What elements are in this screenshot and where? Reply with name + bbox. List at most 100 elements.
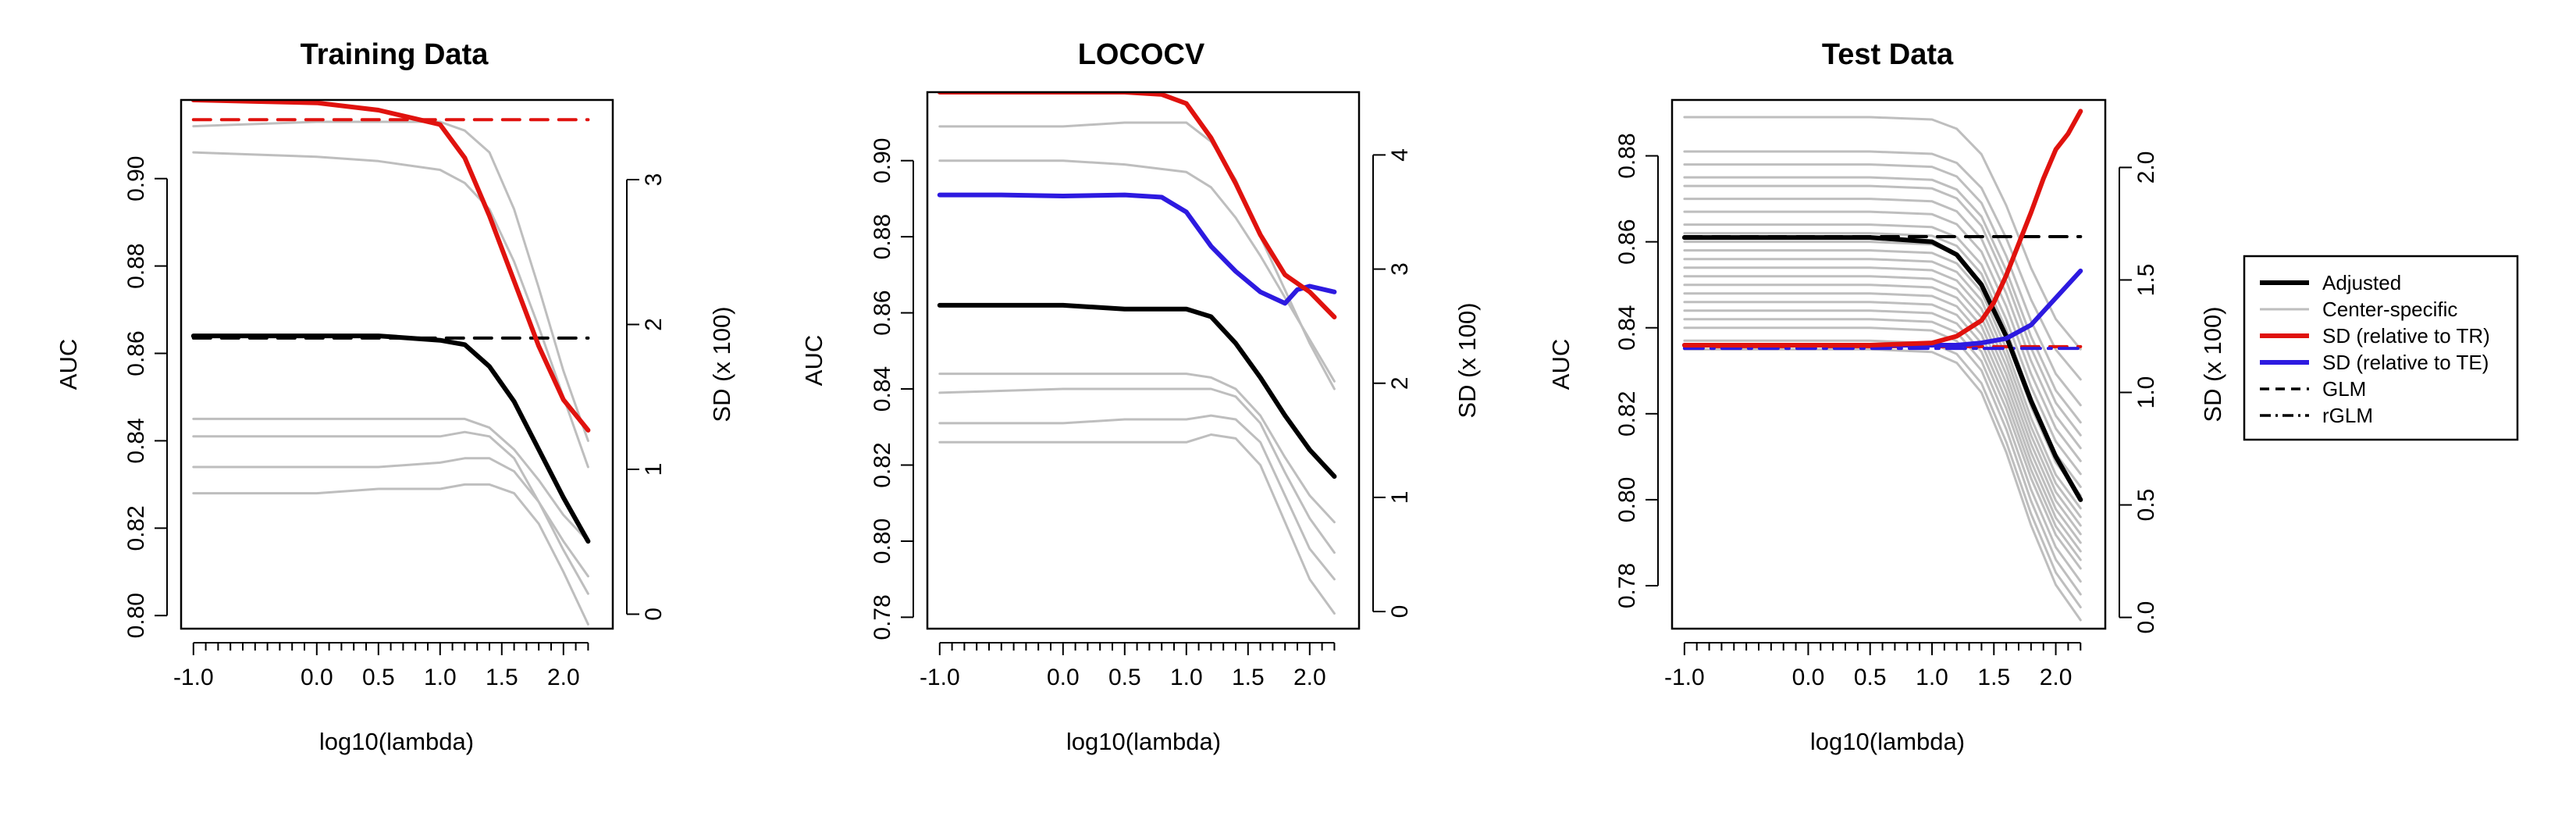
legend-box [2243, 255, 2519, 441]
y-tick-label: 0.88 [1614, 133, 1640, 178]
y2-tick-label: 4 [1387, 148, 1413, 162]
y-axis-left: 0.78 0.80 0.82 0.84 0.86 0.88 0.90 AUC [800, 138, 914, 640]
y-axis-label: AUC [55, 339, 82, 390]
center-specific-line [938, 433, 1336, 615]
y-tick-label: 0.84 [870, 366, 895, 412]
x-tick-label: -1.0 [920, 665, 960, 690]
chart-title: Training Data [301, 38, 489, 71]
y-axis-label: AUC [1547, 339, 1574, 390]
center-specific-line [1683, 249, 2082, 510]
plot-frame [926, 91, 1361, 630]
y-tick-label: 0.88 [870, 214, 895, 259]
x-tick-label: 0.0 [1047, 665, 1080, 690]
center-specific-line [1683, 223, 2082, 476]
sd-relative-to-tr-line [1681, 109, 2083, 348]
y-tick-label: 0.88 [123, 243, 149, 288]
x-tick-label: 1.5 [1977, 665, 2010, 690]
y2-tick-label: 1.0 [2133, 376, 2159, 409]
y-tick-label: 0.80 [870, 519, 895, 564]
x-tick-label: 1.0 [1170, 665, 1203, 690]
center-specific-line [1683, 198, 2082, 450]
y-tick-label: 0.86 [1614, 219, 1640, 264]
center-specific-line [192, 151, 589, 469]
x-tick-label: 1.5 [486, 665, 518, 690]
x-tick-label: 1.0 [424, 665, 457, 690]
y-tick-label: 0.90 [870, 138, 895, 184]
x-tick-label: 0.5 [1854, 665, 1887, 690]
y-tick-label: 0.86 [870, 290, 895, 335]
y2-tick-label: 1.5 [2133, 264, 2159, 297]
adjusted-line [1681, 235, 2083, 502]
legend-label: GLM [2322, 377, 2366, 401]
y2-tick-label: 2 [641, 318, 667, 331]
center-specific-line [1683, 339, 2082, 608]
center-specific-line [1683, 309, 2082, 570]
y-axis-right: 0.0 0.5 1.0 1.5 2.0 SD (x 100) [2119, 152, 2226, 633]
center-specific-line [1683, 258, 2082, 519]
center-specific-line [1683, 184, 2082, 437]
y2-tick-label: 3 [641, 173, 667, 187]
center-specific-line [1683, 150, 2082, 381]
x-axis: -1.0 0.0 0.5 1.0 1.5 2.0 log10(lambda) [920, 642, 1336, 755]
center-specific-line [192, 457, 589, 578]
y-tick-label: 0.82 [123, 505, 149, 551]
y2-tick-label: 1 [1387, 491, 1413, 504]
chart-panel-2: -1.0 0.0 0.5 1.0 1.5 2.0 log10(lambda) 0.78 0.80… [800, 38, 1481, 755]
x-axis: -1.0 0.0 0.5 1.0 1.5 2.0 log10(lambda) [1664, 642, 2082, 755]
y-tick-label: 0.82 [1614, 391, 1640, 437]
x-tick-label: 1.5 [1232, 665, 1265, 690]
y-axis-right: 0 1 2 3 4 SD (x 100) [1372, 148, 1481, 619]
center-specific-line [1683, 116, 2082, 351]
y2-axis-label: SD (x 100) [2199, 306, 2226, 422]
plot-frame [180, 98, 614, 630]
x-axis: -1.0 0.0 0.5 1.0 1.5 2.0 log10(lambda) [173, 642, 589, 755]
y-tick-label: 0.84 [123, 418, 149, 463]
legend-label: Adjusted [2322, 271, 2401, 294]
sd-relative-to-tr-line [937, 92, 1337, 319]
chart-panel-1: -1.0 0.0 0.5 1.0 1.5 2.0 log10(lambda) 0.80 0.82… [55, 38, 735, 755]
y-axis-label: AUC [800, 335, 827, 386]
center-specific-line [1683, 275, 2082, 536]
y2-tick-label: 3 [1387, 262, 1413, 276]
y2-tick-label: 0.5 [2133, 489, 2159, 522]
chart-title: Test Data [1822, 38, 1954, 71]
x-tick-label: 2.0 [1293, 665, 1326, 690]
y2-axis-label: SD (x 100) [708, 306, 735, 422]
y2-tick-label: 0 [1387, 605, 1413, 619]
center-specific-line [1683, 326, 2082, 596]
legend-label: SD (relative to TR) [2322, 324, 2490, 348]
center-specific-line [938, 387, 1336, 554]
plot-area [1681, 109, 2083, 622]
y2-axis-label: SD (x 100) [1453, 302, 1481, 418]
y-tick-label: 0.82 [870, 442, 895, 487]
center-specific-line [192, 483, 589, 626]
center-specific-line [1683, 176, 2082, 424]
center-specific-line [1683, 283, 2082, 544]
y-tick-label: 0.78 [1614, 563, 1640, 608]
center-specific-line [192, 120, 589, 442]
x-axis-label: log10(lambda) [1066, 728, 1221, 755]
x-tick-label: 0.0 [301, 665, 333, 690]
y-tick-label: 0.78 [870, 594, 895, 640]
x-tick-label: 0.5 [1108, 665, 1141, 690]
legend-label: rGLM [2322, 404, 2373, 427]
legend-label: Center-specific [2322, 298, 2457, 321]
x-tick-label: 1.0 [1916, 665, 1948, 690]
x-tick-label: -1.0 [1664, 665, 1705, 690]
chart-title: LOCOCV [1078, 38, 1205, 71]
x-tick-label: 2.0 [547, 665, 580, 690]
y2-tick-label: 2 [1387, 376, 1413, 390]
y-tick-label: 0.80 [1614, 477, 1640, 522]
x-axis-label: log10(lambda) [319, 728, 474, 755]
legend-label: SD (relative to TE) [2322, 351, 2489, 374]
legend: Adjusted Center-specific SD (relative to T… [2243, 255, 2519, 441]
y-tick-label: 0.80 [123, 593, 149, 638]
y-axis-left: 0.78 0.80 0.82 0.84 0.86 0.88 AUC [1547, 133, 1659, 608]
x-tick-label: -1.0 [173, 665, 214, 690]
y-axis-left: 0.80 0.82 0.84 0.86 0.88 0.90 AUC [55, 156, 168, 638]
center-specific-line [1683, 266, 2082, 527]
y-tick-label: 0.90 [123, 156, 149, 201]
x-tick-label: 0.5 [362, 665, 395, 690]
y-tick-label: 0.86 [123, 330, 149, 376]
